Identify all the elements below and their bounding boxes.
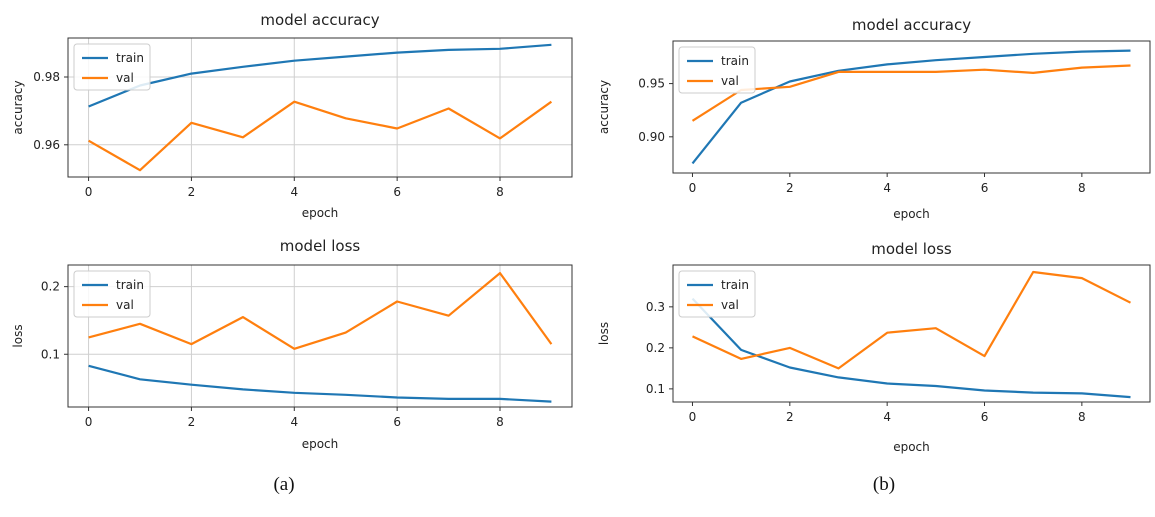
chart-b-loss: model loss 0 2 4 6 8 0.1 0.2 0.3 epoch loss train va…	[597, 240, 1151, 454]
chart-title: model accuracy	[852, 16, 971, 34]
x-tick-label: 8	[1078, 410, 1086, 424]
caption-a: (a)	[273, 474, 295, 495]
panel-b-svg: model accuracy 0 2 4 6 8 0.90 0.95 epoch accuracy…	[597, 16, 1151, 454]
y-tick-label: 0.1	[646, 382, 665, 396]
series-line-val	[88, 100, 553, 172]
y-tick-label: 0.1	[41, 347, 60, 361]
figure-panel-a: model accuracy 0 2 4 6 8 0.96 0.98 epoch accuracy…	[0, 0, 575, 517]
panel-a-svg: model accuracy 0 2 4 6 8 0.96 0.98 epoch accuracy…	[11, 11, 573, 451]
x-tick-label: 8	[496, 415, 504, 429]
y-tick-label: 0.90	[638, 130, 665, 144]
legend-label-train: train	[116, 278, 144, 292]
series-line-train	[691, 297, 1131, 399]
series-line-train	[691, 49, 1131, 165]
x-tick-label: 2	[786, 181, 794, 195]
legend-label-val: val	[116, 71, 134, 85]
legend-label-train: train	[721, 278, 749, 292]
legend-label-train: train	[721, 54, 749, 68]
legend-label-val: val	[721, 298, 739, 312]
plot-frame	[672, 264, 1151, 403]
y-axis-label: loss	[11, 324, 25, 347]
plot-frame	[67, 37, 573, 178]
x-tick-label: 0	[689, 181, 697, 195]
y-tick-label: 0.96	[33, 138, 60, 152]
plot-frame	[672, 40, 1151, 174]
chart-title: model loss	[280, 237, 361, 255]
series-line-val	[88, 272, 553, 350]
legend-label-val: val	[116, 298, 134, 312]
x-tick-label: 8	[496, 185, 504, 199]
x-tick-label: 6	[981, 410, 989, 424]
x-tick-label: 0	[689, 410, 697, 424]
chart-title: model accuracy	[260, 11, 379, 29]
x-tick-label: 0	[85, 185, 93, 199]
x-tick-label: 2	[188, 185, 196, 199]
x-tick-label: 2	[786, 410, 794, 424]
chart-a-loss: model loss 0 2 4 6 8 0.1 0.2 epoch loss train val	[11, 237, 573, 451]
x-tick-label: 6	[393, 415, 401, 429]
series-line-val	[692, 270, 1131, 370]
x-tick-label: 0	[85, 415, 93, 429]
y-tick-label: 0.3	[646, 300, 665, 314]
x-axis-label: epoch	[893, 440, 930, 454]
x-tick-label: 4	[883, 410, 891, 424]
x-tick-label: 4	[290, 185, 298, 199]
series-line-train	[88, 364, 552, 403]
x-tick-label: 4	[883, 181, 891, 195]
legend-label-train: train	[116, 51, 144, 65]
plot-frame	[67, 264, 573, 408]
x-tick-label: 4	[290, 415, 298, 429]
caption-b: (b)	[872, 474, 896, 495]
series-line-val	[691, 64, 1131, 122]
y-tick-label: 0.2	[41, 280, 60, 294]
chart-b-acc: model accuracy 0 2 4 6 8 0.90 0.95 epoch accuracy…	[597, 16, 1151, 221]
x-tick-label: 8	[1078, 181, 1086, 195]
series-line-train	[88, 43, 552, 108]
x-axis-label: epoch	[302, 437, 339, 451]
y-axis-label: accuracy	[11, 80, 25, 134]
x-axis-label: epoch	[302, 206, 339, 220]
y-axis-label: loss	[597, 322, 611, 345]
y-tick-label: 0.95	[638, 77, 665, 91]
legend-label-val: val	[721, 74, 739, 88]
chart-a-acc: model accuracy 0 2 4 6 8 0.96 0.98 epoch accuracy…	[11, 11, 573, 220]
x-tick-label: 6	[393, 185, 401, 199]
x-tick-label: 2	[188, 415, 196, 429]
x-tick-label: 6	[981, 181, 989, 195]
y-axis-label: accuracy	[597, 80, 611, 134]
y-tick-label: 0.98	[33, 70, 60, 84]
chart-title: model loss	[871, 240, 952, 258]
x-axis-label: epoch	[893, 207, 930, 221]
y-tick-label: 0.2	[646, 341, 665, 355]
figure-panel-b: model accuracy 0 2 4 6 8 0.90 0.95 epoch accuracy…	[588, 0, 1155, 517]
